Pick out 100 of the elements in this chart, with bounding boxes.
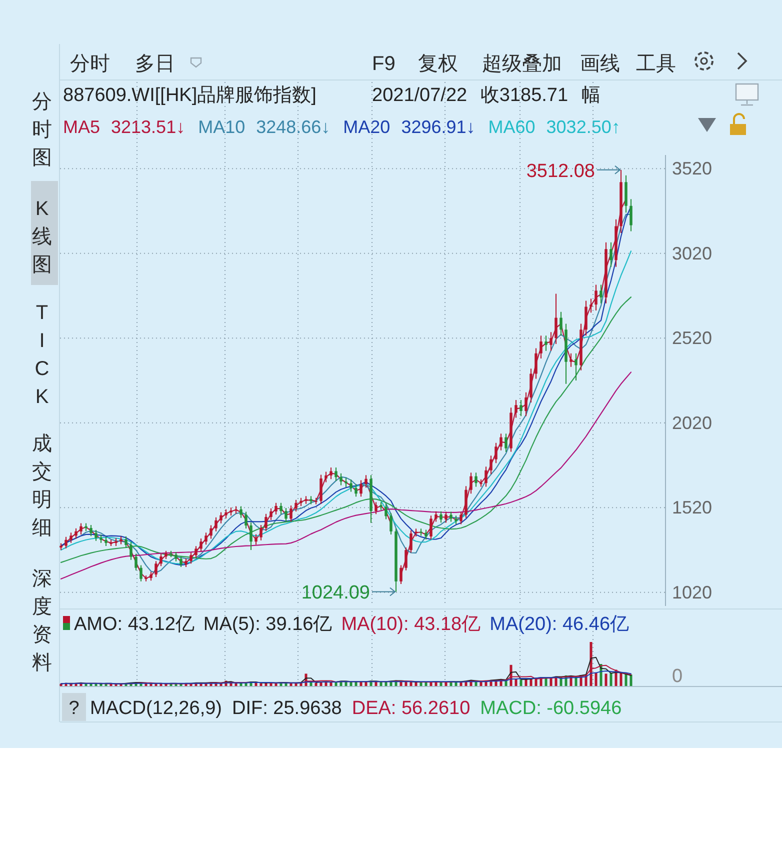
bar bbox=[440, 682, 442, 686]
candlestick bbox=[534, 348, 538, 380]
candlestick bbox=[574, 352, 578, 381]
y-tick-label: 2520 bbox=[672, 328, 712, 348]
candlestick bbox=[194, 546, 198, 558]
text: MACD(12,26,9) bbox=[90, 698, 222, 719]
bar bbox=[610, 672, 612, 686]
candlestick bbox=[210, 524, 212, 540]
candlestick bbox=[494, 442, 498, 464]
chart-subtitle: 2021/07/22 收3185.71 幅 bbox=[372, 85, 600, 106]
candlestick bbox=[254, 534, 258, 546]
text: MA(5): 39.16亿 bbox=[203, 614, 332, 635]
text: 分时图 bbox=[32, 91, 52, 169]
bar bbox=[604, 674, 608, 686]
candlestick bbox=[130, 541, 132, 560]
candlestick bbox=[334, 466, 338, 482]
candlestick bbox=[200, 538, 202, 552]
candlestick bbox=[424, 529, 428, 540]
bar bbox=[234, 683, 238, 686]
candlestick bbox=[174, 552, 178, 562]
candlestick bbox=[504, 433, 508, 453]
candlestick bbox=[404, 547, 408, 571]
bar bbox=[380, 682, 382, 686]
candlestick bbox=[590, 298, 592, 314]
candlestick bbox=[270, 508, 272, 521]
candlestick bbox=[560, 311, 562, 336]
text: MA60 3032.50↑ bbox=[488, 117, 620, 137]
candlestick bbox=[530, 368, 532, 404]
legend-label: AMO: 43.12亿 bbox=[74, 614, 194, 635]
candlestick bbox=[410, 530, 412, 554]
candlestick bbox=[64, 536, 68, 549]
bar bbox=[594, 672, 598, 686]
bar bbox=[254, 682, 258, 686]
candlestick bbox=[264, 513, 268, 532]
candlestick bbox=[524, 392, 528, 417]
candlestick bbox=[214, 516, 218, 532]
text: 0 bbox=[672, 666, 683, 687]
text: 画线 bbox=[580, 53, 620, 75]
candlestick bbox=[544, 335, 548, 352]
candlestick bbox=[630, 198, 632, 232]
text: 分时 bbox=[70, 53, 110, 75]
y-tick-label: 3520 bbox=[672, 158, 712, 179]
candlestick bbox=[450, 511, 452, 522]
bar bbox=[270, 683, 272, 686]
candlestick bbox=[204, 532, 208, 546]
text: MA20 3296.91↓ bbox=[343, 117, 476, 137]
candlestick bbox=[514, 400, 518, 418]
candlestick bbox=[70, 532, 72, 544]
candlestick bbox=[324, 471, 328, 483]
candlestick bbox=[140, 564, 142, 582]
y-tick-label: 1020 bbox=[672, 582, 712, 602]
candlestick bbox=[374, 502, 378, 515]
bar bbox=[410, 682, 412, 686]
candlestick bbox=[354, 484, 358, 498]
y-tick-label: 3020 bbox=[672, 243, 712, 264]
candlestick bbox=[340, 472, 342, 486]
bar bbox=[590, 642, 592, 686]
y-tick-label: 2020 bbox=[672, 412, 712, 433]
candlestick bbox=[260, 524, 262, 541]
candlestick bbox=[290, 504, 292, 522]
chart-title: 887609.WI[[HK]品牌服饰指数] bbox=[63, 85, 316, 106]
bar bbox=[310, 682, 312, 686]
candlestick bbox=[104, 536, 108, 546]
candlestick bbox=[440, 510, 442, 524]
candlestick bbox=[80, 522, 82, 535]
candlestick bbox=[274, 502, 278, 515]
candlestick bbox=[570, 352, 572, 368]
candlestick bbox=[520, 400, 522, 417]
candlestick bbox=[444, 511, 448, 524]
candlestick bbox=[484, 466, 488, 488]
candlestick bbox=[434, 510, 438, 522]
candlestick bbox=[220, 512, 222, 524]
candlestick bbox=[320, 474, 322, 504]
candlestick bbox=[160, 553, 162, 567]
candlestick bbox=[244, 511, 248, 530]
candlestick bbox=[624, 174, 628, 214]
text: TICK bbox=[34, 302, 50, 408]
candlestick bbox=[554, 293, 558, 345]
text: ? bbox=[68, 698, 80, 719]
bar bbox=[314, 682, 318, 686]
candlestick bbox=[600, 284, 602, 304]
bar bbox=[520, 680, 522, 686]
text: 工具 bbox=[636, 53, 676, 75]
candlestick bbox=[344, 477, 348, 488]
bar bbox=[630, 674, 632, 686]
candlestick bbox=[190, 552, 192, 564]
candlestick bbox=[430, 515, 432, 540]
text: 复权 bbox=[418, 53, 458, 75]
candlestick bbox=[490, 455, 492, 475]
candlestick bbox=[470, 472, 472, 494]
text: MA10 3248.66↓ bbox=[198, 117, 330, 137]
bar bbox=[424, 682, 428, 686]
y-tick-label: 1520 bbox=[672, 498, 712, 518]
candlestick bbox=[124, 536, 128, 549]
text: F9 bbox=[372, 53, 396, 75]
legend-label: MACD: -60.5946 bbox=[480, 698, 622, 719]
bar bbox=[544, 678, 548, 686]
candlestick bbox=[250, 522, 252, 551]
line-series bbox=[60, 296, 632, 563]
text: 超级叠加 bbox=[482, 53, 562, 75]
